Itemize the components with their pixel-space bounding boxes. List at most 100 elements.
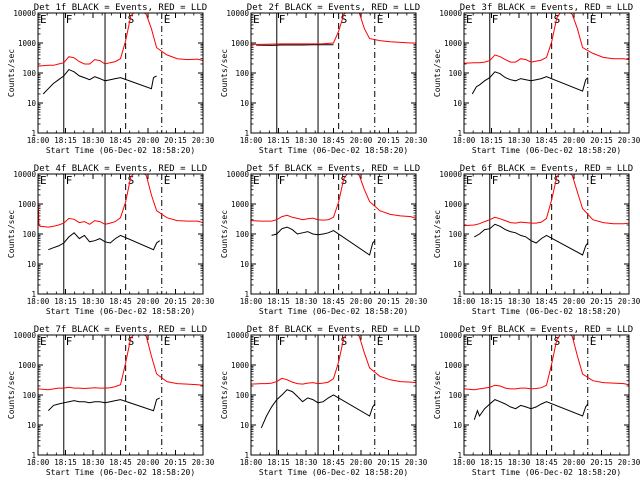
x-axis-label: Start Time (06-Dec-02 18:58:20) xyxy=(472,307,621,316)
marker-label: E xyxy=(377,335,384,348)
y-tick-label: 1 xyxy=(244,451,249,460)
x-tick-label: 18:30 xyxy=(82,458,105,467)
x-tick-label: 20:30 xyxy=(618,136,640,145)
y-tick-label: 100 xyxy=(22,391,36,400)
y-tick-label: 10000 xyxy=(439,9,462,18)
x-tick-label: 18:45 xyxy=(322,297,345,306)
series-lld-line xyxy=(38,174,203,228)
marker-label: F xyxy=(279,174,286,187)
y-tick-label: 10000 xyxy=(13,331,36,340)
y-tick-label: 10 xyxy=(453,421,463,430)
y-tick-label: 1000 xyxy=(231,200,250,209)
y-tick-label: 10000 xyxy=(13,170,36,179)
marker-label: E xyxy=(164,13,171,26)
x-tick-label: 18:15 xyxy=(480,297,503,306)
x-tick-label: 18:00 xyxy=(453,297,476,306)
marker-label: S xyxy=(341,335,348,348)
y-tick-label: 1 xyxy=(31,451,36,460)
y-tick-label: 100 xyxy=(22,69,36,78)
y-tick-label: 1000 xyxy=(18,200,37,209)
x-tick-label: 18:45 xyxy=(535,136,558,145)
marker-label: F xyxy=(66,174,73,187)
x-axis-label: Start Time (06-Dec-02 18:58:20) xyxy=(259,307,408,316)
plot-frame xyxy=(37,12,204,134)
x-tick-label: 18:00 xyxy=(240,136,263,145)
panel-title: Det 8f BLACK = Events, RED = LLD xyxy=(247,325,420,335)
y-axis-label: Counts/sec xyxy=(433,49,442,97)
marker-label: F xyxy=(279,13,286,26)
y-tick-label: 100 xyxy=(235,69,249,78)
x-axis-label: Start Time (06-Dec-02 18:58:20) xyxy=(472,146,621,155)
x-tick-label: 18:15 xyxy=(267,297,290,306)
series-lld-line xyxy=(464,13,629,64)
y-axis-label: Counts/sec xyxy=(7,49,16,97)
detector-panel-5: Det 5f BLACK = Events, RED = LLD 1 10 100 10… xyxy=(220,164,428,316)
marker-label: F xyxy=(66,13,73,26)
series-lld-line xyxy=(251,174,416,222)
detector-panel-8: Det 8f BLACK = Events, RED = LLD 1 10 100 10… xyxy=(220,325,428,477)
series-events-line xyxy=(48,232,160,251)
y-axis-label: Counts/sec xyxy=(433,371,442,419)
marker-label: E xyxy=(253,335,260,348)
x-tick-label: 18:00 xyxy=(453,458,476,467)
x-tick-label: 20:30 xyxy=(618,297,640,306)
x-tick-label: 18:45 xyxy=(109,136,132,145)
y-axis-label: Counts/sec xyxy=(433,210,442,258)
series-lld-line xyxy=(251,13,416,45)
y-tick-label: 1000 xyxy=(444,200,463,209)
y-tick-label: 1 xyxy=(244,129,249,138)
y-tick-label: 100 xyxy=(235,391,249,400)
x-axis-label: Start Time (06-Dec-02 18:58:20) xyxy=(472,468,621,477)
panel-title: Det 9f BLACK = Events, RED = LLD xyxy=(460,325,633,335)
y-tick-label: 10 xyxy=(453,99,463,108)
y-tick-label: 1 xyxy=(31,129,36,138)
y-axis-label: Counts/sec xyxy=(220,49,229,97)
series-events-line xyxy=(260,389,376,429)
marker-label: S xyxy=(554,13,561,26)
x-tick-label: 20:15 xyxy=(164,136,187,145)
marker-label: E xyxy=(40,335,47,348)
x-tick-label: 20:15 xyxy=(590,136,613,145)
detector-panel-7: Det 7f BLACK = Events, RED = LLD 1 10 100 10… xyxy=(7,325,215,477)
panel-title: Det 7f BLACK = Events, RED = LLD xyxy=(34,325,207,335)
x-tick-label: 20:00 xyxy=(350,297,373,306)
x-tick-label: 18:15 xyxy=(54,458,77,467)
y-axis-label: Counts/sec xyxy=(220,371,229,419)
x-tick-label: 18:45 xyxy=(535,458,558,467)
x-tick-label: 20:00 xyxy=(563,297,586,306)
x-tick-label: 20:15 xyxy=(164,458,187,467)
y-tick-label: 10000 xyxy=(13,9,36,18)
x-tick-label: 20:30 xyxy=(405,136,428,145)
series-lld-line xyxy=(38,13,203,67)
x-tick-label: 20:30 xyxy=(192,297,215,306)
marker-label: E xyxy=(253,13,260,26)
x-tick-label: 20:00 xyxy=(137,458,160,467)
series-events-line xyxy=(47,397,160,412)
series-events-line xyxy=(473,399,589,420)
marker-label: F xyxy=(279,335,286,348)
y-tick-label: 10 xyxy=(240,421,250,430)
marker-label: E xyxy=(40,13,47,26)
marker-label: E xyxy=(590,335,597,348)
y-tick-label: 10 xyxy=(240,99,250,108)
detector-panel-4: Det 4f BLACK = Events, RED = LLD 1 10 100 10… xyxy=(7,164,215,316)
x-tick-label: 20:30 xyxy=(192,458,215,467)
y-tick-label: 1 xyxy=(31,290,36,299)
x-axis-label: Start Time (06-Dec-02 18:58:20) xyxy=(46,307,195,316)
marker-label: F xyxy=(492,174,499,187)
x-tick-label: 18:15 xyxy=(54,136,77,145)
x-tick-label: 18:00 xyxy=(240,458,263,467)
plot-frame xyxy=(250,12,417,134)
detector-panel-2: Det 2f BLACK = Events, RED = LLD 1 10 100 10… xyxy=(220,3,428,155)
plot-frame xyxy=(37,334,204,456)
y-axis-label: Counts/sec xyxy=(7,371,16,419)
x-tick-label: 20:30 xyxy=(192,136,215,145)
marker-label: E xyxy=(590,174,597,187)
x-tick-label: 18:45 xyxy=(322,136,345,145)
marker-label: E xyxy=(377,174,384,187)
y-tick-label: 100 xyxy=(22,230,36,239)
y-axis-label: Counts/sec xyxy=(220,210,229,258)
marker-label: E xyxy=(253,174,260,187)
x-axis-label: Start Time (06-Dec-02 18:58:20) xyxy=(46,146,195,155)
series-events-line xyxy=(474,223,589,256)
